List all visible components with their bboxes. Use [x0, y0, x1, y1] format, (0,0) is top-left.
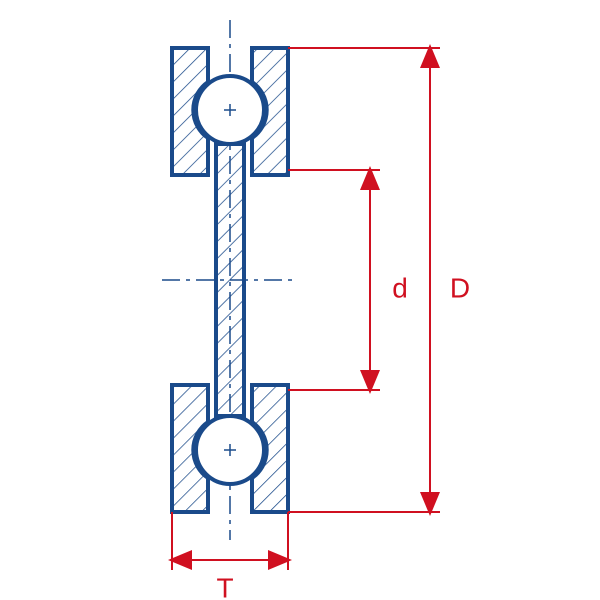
- bearing-cross-section-diagram: Td D: [0, 0, 600, 600]
- cage-section: [216, 144, 244, 416]
- dimension-T-label: T: [216, 572, 233, 600]
- dimension-D-label: D: [450, 272, 470, 303]
- dimension-d-label: d: [392, 272, 408, 303]
